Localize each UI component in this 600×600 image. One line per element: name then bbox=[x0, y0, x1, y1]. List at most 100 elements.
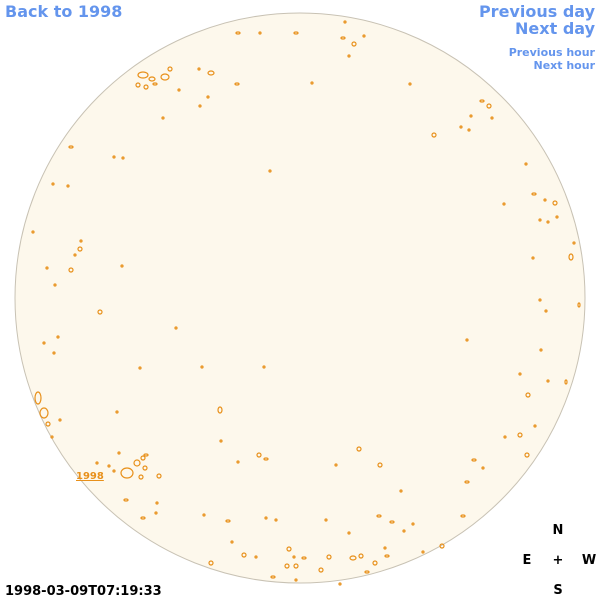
feature-contour bbox=[524, 162, 528, 166]
feature-contour bbox=[39, 407, 49, 419]
feature-contour bbox=[389, 520, 395, 524]
feature-contour bbox=[34, 391, 42, 405]
feature-contour bbox=[208, 560, 214, 566]
next-day-link[interactable]: Next day bbox=[515, 19, 596, 38]
feature-contour bbox=[148, 76, 156, 82]
feature-contour bbox=[155, 501, 159, 505]
feature-contour bbox=[546, 220, 550, 224]
feature-contour bbox=[286, 546, 292, 552]
feature-contour bbox=[517, 432, 523, 438]
feature-contour bbox=[546, 379, 550, 383]
feature-contour bbox=[121, 156, 125, 160]
timestamp: 1998-03-09T07:19:33 bbox=[5, 584, 162, 599]
feature-contour bbox=[45, 421, 51, 427]
feature-contour bbox=[460, 514, 466, 518]
feature-contour bbox=[234, 82, 240, 86]
feature-contour bbox=[543, 198, 547, 202]
feature-contour bbox=[274, 518, 278, 522]
feature-contour bbox=[518, 372, 522, 376]
feature-contour bbox=[399, 489, 403, 493]
feature-contour bbox=[564, 379, 568, 385]
feature-contour bbox=[50, 435, 54, 439]
feature-contour bbox=[338, 582, 342, 586]
feature-contour bbox=[293, 31, 299, 35]
feature-contour bbox=[340, 36, 346, 40]
feature-contour bbox=[294, 578, 298, 582]
solar-disk bbox=[14, 12, 586, 584]
feature-contour bbox=[133, 459, 141, 467]
feature-contour bbox=[117, 451, 121, 455]
next-hour-link[interactable]: Next hour bbox=[534, 59, 596, 72]
feature-contour bbox=[268, 169, 272, 173]
feature-contour bbox=[531, 192, 537, 196]
feature-contour bbox=[58, 418, 62, 422]
feature-contour bbox=[45, 266, 49, 270]
feature-contour bbox=[137, 71, 149, 79]
feature-contour bbox=[464, 480, 470, 484]
compass-center: + bbox=[553, 553, 564, 568]
feature-contour bbox=[552, 200, 558, 206]
feature-contour bbox=[479, 99, 485, 103]
feature-contour bbox=[524, 452, 530, 458]
feature-contour bbox=[31, 230, 35, 234]
feature-contour bbox=[207, 70, 215, 76]
feature-contour bbox=[334, 463, 338, 467]
feature-contour bbox=[156, 473, 162, 479]
feature-contour bbox=[555, 215, 559, 219]
feature-contour bbox=[502, 202, 506, 206]
feature-contour bbox=[200, 365, 204, 369]
feature-contour bbox=[53, 283, 57, 287]
feature-contour bbox=[95, 461, 99, 465]
feature-contour bbox=[135, 82, 141, 88]
feature-contour bbox=[198, 104, 202, 108]
region-label[interactable]: 1998 bbox=[76, 471, 104, 482]
feature-contour bbox=[235, 31, 241, 35]
feature-contour bbox=[292, 555, 296, 559]
feature-contour bbox=[97, 309, 103, 315]
feature-contour bbox=[421, 550, 425, 554]
feature-contour bbox=[115, 410, 119, 414]
feature-contour bbox=[539, 348, 543, 352]
compass-west: W bbox=[582, 553, 596, 568]
feature-contour bbox=[154, 511, 158, 515]
feature-contour bbox=[431, 132, 437, 138]
feature-contour bbox=[120, 264, 124, 268]
feature-contour bbox=[107, 464, 111, 468]
feature-contour bbox=[351, 41, 357, 47]
feature-contour bbox=[51, 182, 55, 186]
feature-contour bbox=[538, 298, 542, 302]
feature-contour bbox=[256, 452, 262, 458]
feature-contour bbox=[68, 145, 74, 149]
feature-contour bbox=[142, 465, 148, 471]
feature-contour bbox=[161, 116, 165, 120]
feature-contour bbox=[73, 253, 77, 257]
feature-contour bbox=[459, 125, 463, 129]
feature-contour bbox=[356, 446, 362, 452]
previous-hour-link[interactable]: Previous hour bbox=[509, 46, 596, 59]
feature-contour bbox=[140, 516, 146, 520]
feature-contour bbox=[469, 114, 473, 118]
feature-contour bbox=[486, 103, 492, 109]
feature-contour bbox=[42, 341, 46, 345]
feature-contour bbox=[503, 435, 507, 439]
back-link[interactable]: Back to 1998 bbox=[5, 2, 122, 21]
feature-contour bbox=[411, 522, 415, 526]
feature-contour bbox=[68, 267, 74, 273]
feature-contour bbox=[79, 239, 83, 243]
feature-contour bbox=[372, 560, 378, 566]
feature-contour bbox=[568, 253, 574, 261]
feature-contour bbox=[481, 466, 485, 470]
feature-contour bbox=[56, 335, 60, 339]
feature-contour bbox=[318, 567, 324, 573]
features bbox=[31, 20, 581, 586]
feature-contour bbox=[120, 467, 134, 479]
feature-contour bbox=[408, 82, 412, 86]
previous-day-link[interactable]: Previous day bbox=[479, 2, 596, 21]
feature-contour bbox=[219, 439, 223, 443]
feature-contour bbox=[439, 543, 445, 549]
feature-contour bbox=[377, 462, 383, 468]
feature-contour bbox=[362, 34, 366, 38]
feature-contour bbox=[140, 455, 146, 461]
feature-contour bbox=[264, 516, 268, 520]
